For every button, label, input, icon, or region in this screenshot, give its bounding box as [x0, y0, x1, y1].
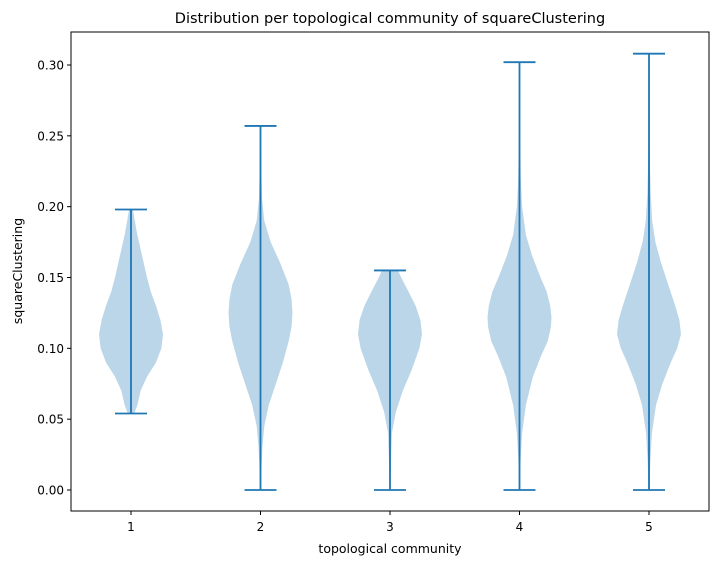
y-tick-label: 0.00 — [37, 484, 64, 498]
x-tick-label: 4 — [516, 520, 524, 534]
x-tick-label: 5 — [645, 520, 653, 534]
x-tick-label: 1 — [127, 520, 135, 534]
y-tick-label: 0.15 — [37, 271, 64, 285]
y-tick-label: 0.05 — [37, 413, 64, 427]
violin-group — [99, 52, 681, 491]
y-tick-label: 0.20 — [37, 200, 64, 214]
y-tick-label: 0.30 — [37, 59, 64, 73]
y-tick-label: 0.10 — [37, 342, 64, 356]
y-axis: 0.00 0.05 0.10 0.15 0.20 0.25 0.30 — [37, 59, 71, 498]
x-tick-label: 2 — [257, 520, 265, 534]
x-tick-label: 3 — [386, 520, 394, 534]
x-axis-label: topological community — [318, 541, 462, 556]
x-axis: 1 2 3 4 5 — [127, 511, 653, 534]
chart-title: Distribution per topological community o… — [175, 11, 605, 27]
y-tick-label: 0.25 — [37, 129, 64, 143]
plot-frame — [70, 31, 710, 512]
y-axis-label: squareClustering — [10, 218, 25, 324]
